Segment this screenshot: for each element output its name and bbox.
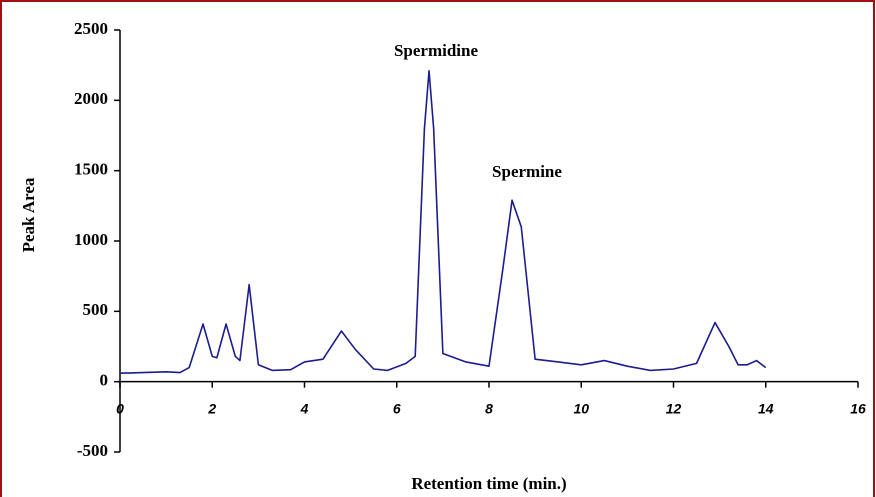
y-tick-label: 1000 (74, 230, 108, 249)
annotation: Spermidine (394, 41, 479, 60)
x-tick-label: 2 (207, 400, 216, 416)
y-tick-label: -500 (77, 441, 108, 460)
x-tick-label: 0 (116, 400, 124, 416)
x-tick-label: 14 (758, 400, 774, 416)
y-tick-label: 500 (83, 300, 109, 319)
y-tick-label: 2500 (74, 19, 108, 38)
data-line (119, 69, 767, 375)
annotation: Spermine (492, 162, 562, 181)
x-tick-label: 16 (850, 400, 866, 416)
y-tick-label: 0 (100, 371, 109, 390)
x-axis-label: Retention time (min.) (411, 474, 566, 493)
x-tick-label: 8 (485, 400, 493, 416)
y-tick-label: 2000 (74, 89, 108, 108)
x-tick-label: 4 (300, 400, 309, 416)
y-axis-label: Peak Area (19, 177, 38, 252)
x-tick-label: 10 (573, 400, 589, 416)
x-tick-label: 12 (666, 400, 682, 416)
y-tick-label: 1500 (74, 160, 108, 179)
x-tick-label: 6 (393, 400, 401, 416)
